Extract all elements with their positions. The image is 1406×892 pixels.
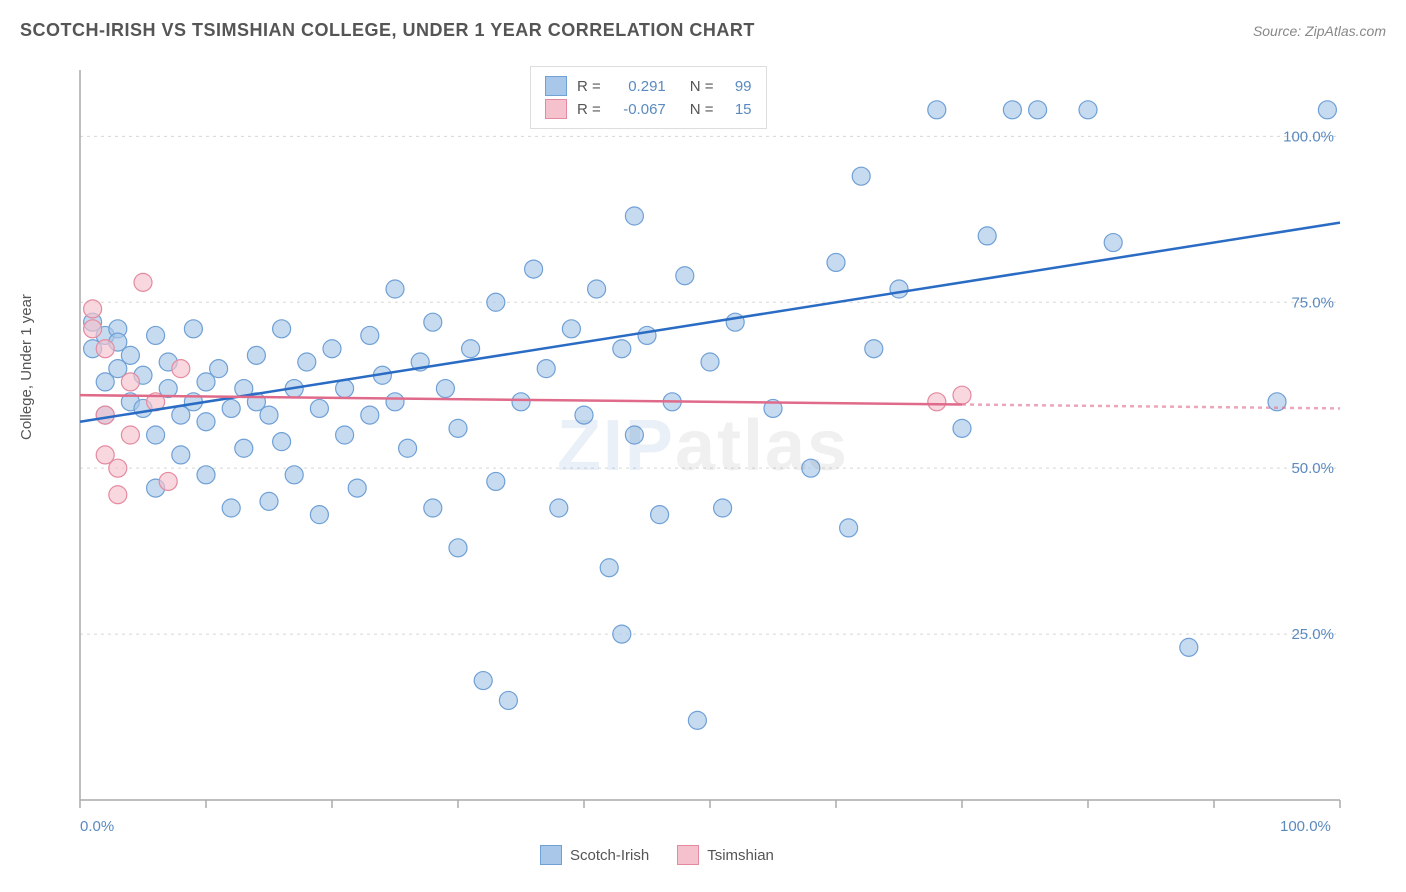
legend-series-item: Scotch-Irish [540, 845, 649, 865]
chart-title: SCOTCH-IRISH VS TSIMSHIAN COLLEGE, UNDER… [20, 20, 755, 41]
x-axis-label: 0.0% [80, 818, 114, 835]
legend-stat-row: R =-0.067N =15 [545, 99, 752, 119]
legend-swatch [677, 845, 699, 865]
svg-text:75.0%: 75.0% [1291, 294, 1334, 311]
source-attribution: Source: ZipAtlas.com [1253, 23, 1386, 39]
y-axis-label: College, Under 1 year [18, 294, 35, 440]
x-axis-label: 100.0% [1280, 818, 1331, 835]
chart-area: 25.0% 50.0% 75.0% 100.0% [60, 60, 1380, 820]
svg-text:50.0%: 50.0% [1291, 460, 1334, 477]
scatter-chart: 25.0% 50.0% 75.0% 100.0% [60, 60, 1380, 820]
svg-text:100.0%: 100.0% [1283, 128, 1334, 145]
legend-swatch [545, 76, 567, 96]
legend-swatch [540, 845, 562, 865]
legend-series-item: Tsimshian [677, 845, 774, 865]
legend-statistics: R =0.291N =99 R =-0.067N =15 [530, 66, 767, 129]
legend-swatch [545, 99, 567, 119]
svg-text:25.0%: 25.0% [1291, 626, 1334, 643]
legend-series: Scotch-Irish Tsimshian [540, 845, 774, 865]
legend-stat-row: R =0.291N =99 [545, 76, 752, 96]
